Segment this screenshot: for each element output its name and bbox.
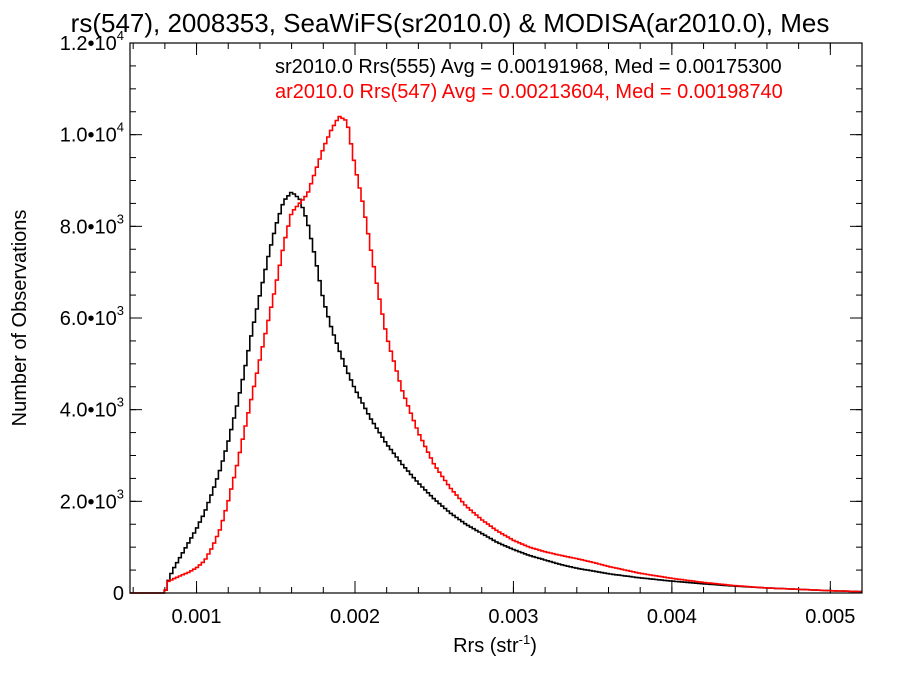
x-tick-label: 0.001 bbox=[172, 606, 222, 628]
y-tick-label: 0 bbox=[113, 583, 124, 605]
y-tick-exponent: 3 bbox=[117, 211, 124, 226]
y-tick-label: 2.0•103 bbox=[60, 486, 124, 513]
y-tick-mantissa: 6.0•10 bbox=[60, 308, 117, 330]
y-tick-mantissa: 8.0•10 bbox=[60, 216, 117, 238]
y-tick-mantissa: 4.0•10 bbox=[60, 400, 117, 422]
y-tick-exponent: 3 bbox=[117, 303, 124, 318]
y-tick-exponent: 3 bbox=[117, 395, 124, 410]
y-tick-label: 1.2•104 bbox=[60, 28, 124, 55]
y-tick-mantissa: 0 bbox=[113, 583, 124, 605]
y-tick-exponent: 4 bbox=[117, 120, 124, 135]
x-tick-label: 0.004 bbox=[647, 606, 697, 628]
chart-title: rs(547), 2008353, SeaWiFS(sr2010.0) & MO… bbox=[71, 8, 830, 38]
y-tick-exponent: 4 bbox=[117, 28, 124, 43]
plot-frame bbox=[129, 42, 863, 594]
legend-entry-sr2010: sr2010.0 Rrs(555) Avg = 0.00191968, Med … bbox=[275, 56, 782, 78]
x-axis-label-end: ) bbox=[530, 635, 537, 657]
x-axis-label-exponent: -1 bbox=[519, 632, 531, 647]
y-tick-mantissa: 1.2•10 bbox=[60, 33, 117, 55]
y-tick-label: 1.0•104 bbox=[60, 120, 124, 147]
x-tick-label: 0.005 bbox=[805, 606, 855, 628]
axis-ticks: 0.001 0.002 0.003 0.004 0.00502.0•1034.0•103… bbox=[60, 28, 863, 628]
x-tick-label: 0.003 bbox=[488, 606, 538, 628]
y-tick-label: 6.0•103 bbox=[60, 303, 124, 330]
y-tick-exponent: 3 bbox=[117, 486, 124, 501]
x-axis-label: Rrs (str-1) bbox=[453, 632, 537, 657]
y-tick-label: 4.0•103 bbox=[60, 395, 124, 422]
legend-entry-ar2010: ar2010.0 Rrs(547) Avg = 0.00213604, Med … bbox=[275, 81, 783, 103]
y-tick-mantissa: 1.0•10 bbox=[60, 125, 117, 147]
y-tick-mantissa: 2.0•10 bbox=[60, 491, 117, 513]
y-axis-label: Number of Observations bbox=[9, 210, 31, 427]
x-axis-label-main: Rrs (str bbox=[453, 635, 519, 657]
y-tick-label: 8.0•103 bbox=[60, 211, 124, 238]
series-line-1 bbox=[130, 115, 862, 594]
series-line-0 bbox=[130, 191, 862, 594]
x-tick-label: 0.002 bbox=[330, 606, 380, 628]
data-series bbox=[130, 115, 862, 594]
